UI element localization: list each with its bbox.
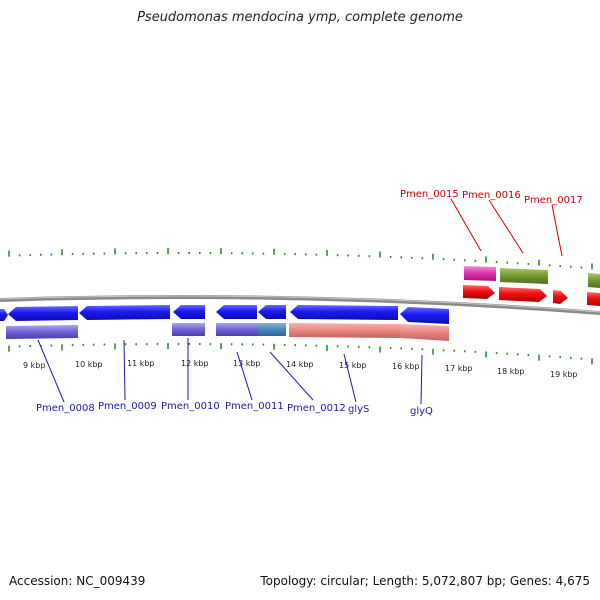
- kbp-label: 18 kbp: [497, 367, 525, 376]
- genome-summary-text: Topology: circular; Length: 5,072,807 bp…: [260, 574, 590, 588]
- gene-label[interactable]: Pmen_0016: [462, 190, 521, 201]
- leader-line: [450, 198, 482, 252]
- leader-line: [420, 354, 423, 405]
- leader-line: [236, 351, 253, 401]
- outer-tick-marks: [8, 247, 593, 270]
- cds-arrow[interactable]: [216, 305, 257, 319]
- cog-box[interactable]: [216, 323, 258, 336]
- cog-box[interactable]: [500, 268, 548, 284]
- cds-arrow[interactable]: [258, 305, 286, 319]
- cds-arrow[interactable]: [587, 292, 600, 306]
- accession-text: Accession: NC_009439: [9, 574, 146, 588]
- cog-box[interactable]: [172, 323, 205, 336]
- kbp-scale: 9 kbp 10 kbp 11 kbp 12 kbp 13 kbp 14 kbp…: [23, 359, 578, 379]
- kbp-label: 10 kbp: [75, 360, 103, 369]
- forward-gene-labels: [450, 198, 563, 257]
- forward-cds-track: [463, 285, 600, 306]
- leader-line: [123, 339, 126, 401]
- cds-arrow[interactable]: [8, 306, 78, 321]
- gene-label[interactable]: Pmen_0015: [400, 189, 459, 200]
- forward-cog-track: [464, 266, 600, 288]
- genome-backbone-highlight: [0, 295, 600, 313]
- cds-arrow[interactable]: [463, 285, 495, 299]
- cog-box[interactable]: [588, 273, 600, 288]
- kbp-label: 14 kbp: [286, 360, 314, 369]
- leader-line: [269, 351, 314, 401]
- kbp-label: 9 kbp: [23, 361, 45, 370]
- cds-arrow[interactable]: [290, 305, 398, 320]
- reverse-cds-track: [0, 305, 449, 324]
- cog-box[interactable]: [400, 324, 449, 341]
- cog-box[interactable]: [258, 323, 286, 336]
- kbp-label: 13 kbp: [233, 359, 261, 368]
- gene-label[interactable]: glyS: [348, 404, 369, 415]
- gene-label[interactable]: Pmen_0010: [161, 401, 220, 412]
- genome-backbone: [0, 294, 600, 315]
- kbp-label: 12 kbp: [181, 359, 209, 368]
- gene-label[interactable]: Pmen_0009: [98, 401, 157, 412]
- kbp-label: 15 kbp: [339, 361, 367, 370]
- gene-label[interactable]: Pmen_0011: [225, 401, 284, 412]
- leader-line: [37, 339, 65, 403]
- leader-line: [343, 353, 357, 403]
- reverse-cog-track: [6, 323, 449, 341]
- gene-label[interactable]: Pmen_0017: [524, 195, 583, 206]
- kbp-label: 19 kbp: [550, 370, 578, 379]
- kbp-label: 11 kbp: [127, 359, 155, 368]
- cds-arrow[interactable]: [553, 290, 568, 304]
- map-title: Pseudomonas mendocina ymp, complete geno…: [137, 10, 463, 25]
- leader-line: [551, 204, 563, 257]
- reverse-gene-labels: [37, 338, 423, 405]
- leader-line: [488, 199, 524, 254]
- cds-arrow[interactable]: [79, 305, 170, 320]
- gene-label[interactable]: glyQ: [410, 406, 433, 417]
- kbp-label: 16 kbp: [392, 362, 420, 371]
- cds-arrow[interactable]: [499, 287, 547, 302]
- gene-label[interactable]: Pmen_0008: [36, 403, 95, 414]
- inner-tick-marks: [8, 342, 593, 365]
- cog-box[interactable]: [289, 323, 400, 338]
- kbp-label: 17 kbp: [445, 364, 473, 373]
- gene-label[interactable]: Pmen_0012: [287, 403, 346, 414]
- cog-box[interactable]: [6, 325, 78, 339]
- cds-arrow[interactable]: [0, 309, 8, 321]
- cds-arrow[interactable]: [173, 305, 205, 319]
- cog-box[interactable]: [464, 266, 496, 281]
- cds-arrow[interactable]: [400, 307, 449, 324]
